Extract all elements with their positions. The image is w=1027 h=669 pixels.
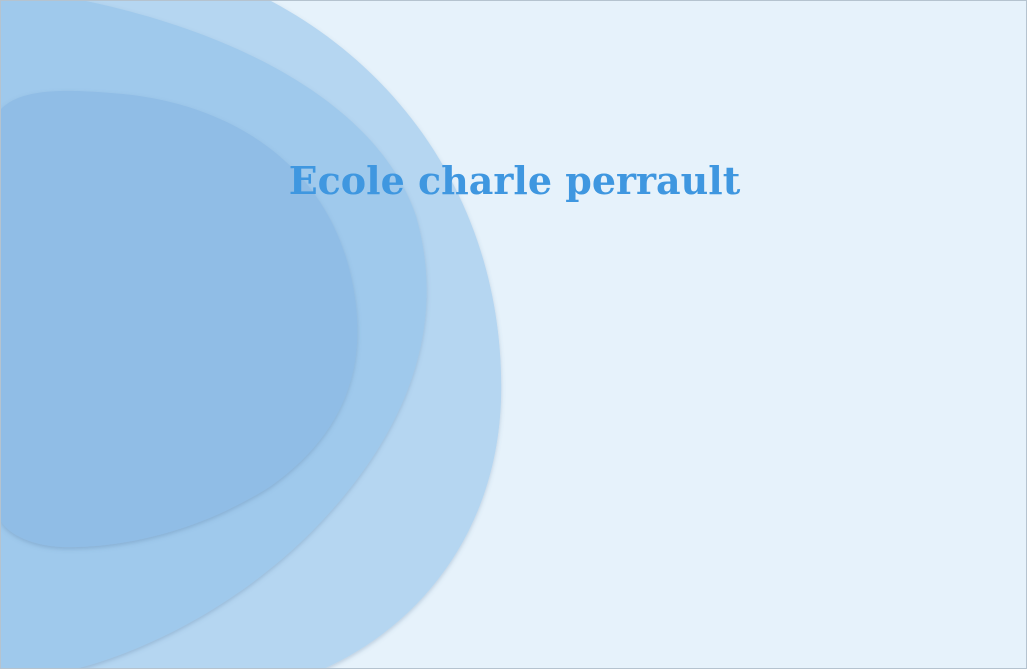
inner-blob-shape — [1, 90, 358, 548]
slide-title: Ecole charle perrault — [288, 158, 741, 203]
